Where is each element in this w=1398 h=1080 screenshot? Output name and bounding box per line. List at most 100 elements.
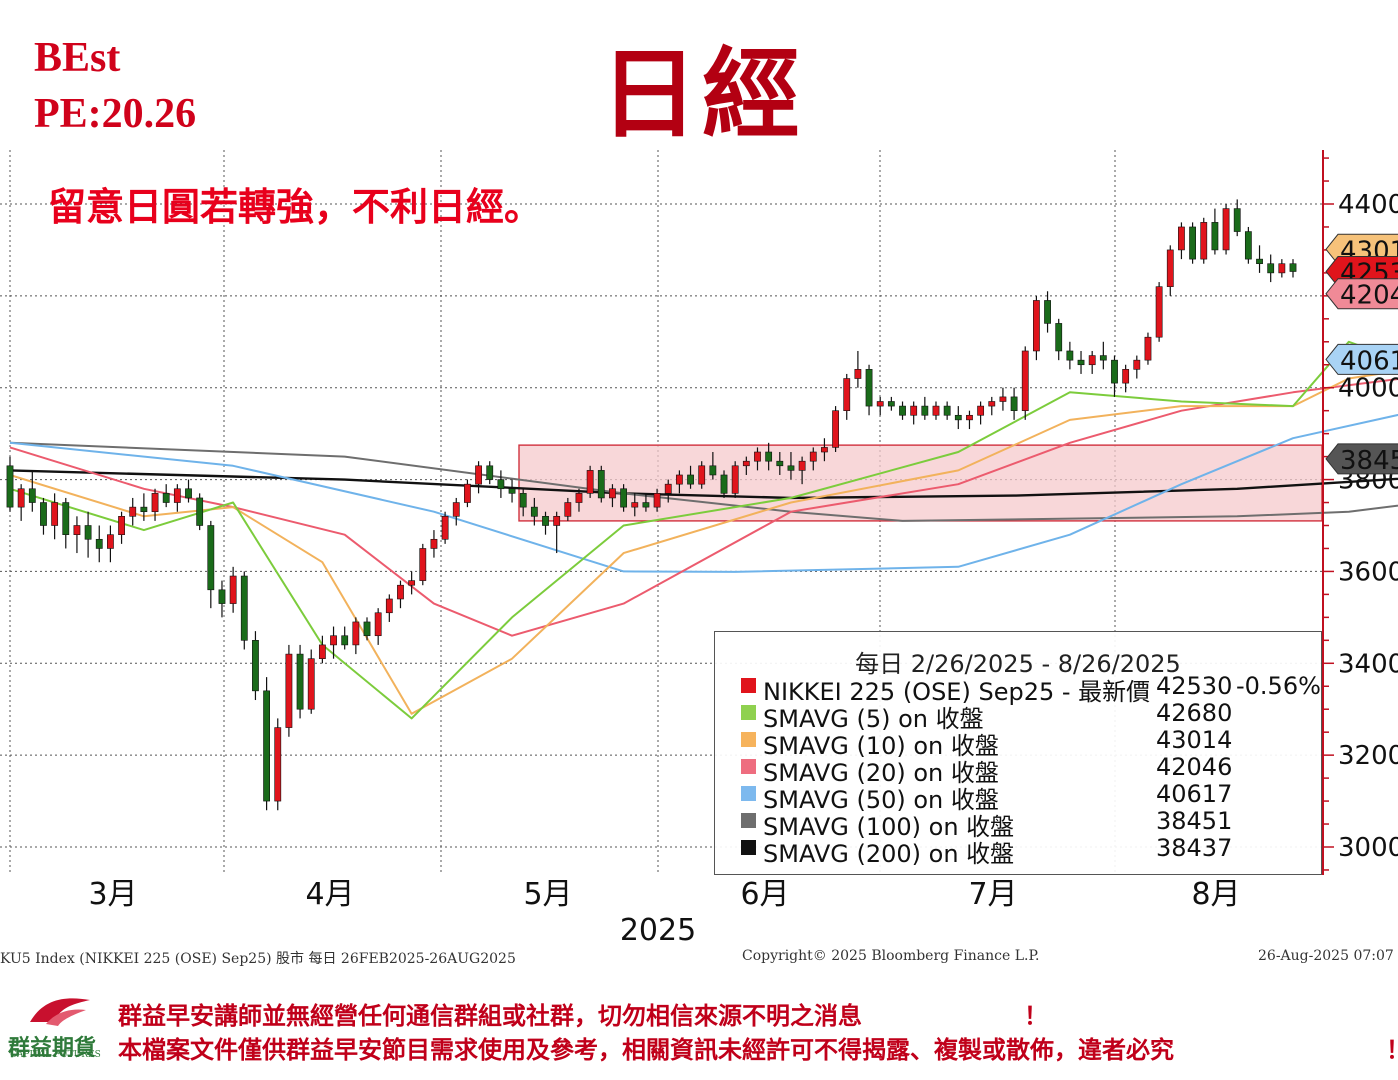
- legend-swatch: [741, 786, 756, 801]
- candle-down: [84, 525, 92, 540]
- candle-up: [318, 644, 326, 659]
- candle-down: [240, 575, 248, 641]
- candle-down: [765, 451, 773, 462]
- candle-down: [620, 488, 628, 508]
- legend-row: SMAVG (50) on 收盤 40617: [731, 780, 1311, 814]
- candle-up: [151, 493, 159, 513]
- legend-series-value: 43014: [1156, 726, 1233, 754]
- legend-row: SMAVG (20) on 收盤 42046: [731, 753, 1311, 787]
- price-tag-label: 4204: [1340, 281, 1398, 311]
- candle-up: [352, 621, 360, 646]
- legend-swatch: [741, 813, 756, 828]
- candle-down: [519, 493, 527, 508]
- candle-up: [653, 493, 661, 508]
- candle-down: [787, 465, 795, 471]
- candle-up: [1088, 355, 1096, 366]
- candle-up: [475, 465, 482, 485]
- candle-down: [1099, 355, 1107, 361]
- candle-up: [1222, 208, 1230, 251]
- candle-down: [1256, 258, 1263, 265]
- candle-down: [709, 465, 717, 476]
- legend-row: SMAVG (200) on 收盤 38437: [731, 834, 1311, 868]
- legend-series-name: SMAVG (10) on 收盤: [763, 732, 999, 760]
- y-tick-label: 36000: [1338, 557, 1398, 587]
- nikkei-chart: 4400042000400003800036000340003200030000…: [0, 150, 1398, 945]
- candle-down: [720, 474, 728, 494]
- candle-down: [341, 635, 349, 646]
- candle-down: [887, 401, 895, 407]
- candle-down: [296, 653, 304, 710]
- source-copyright: Copyright© 2025 Bloomberg Finance L.P.: [742, 948, 1040, 964]
- candle-up: [419, 548, 427, 581]
- candle-down: [62, 502, 70, 535]
- y-tick-label: 40000: [1338, 374, 1398, 404]
- candle-down: [95, 538, 103, 549]
- source-timestamp: 26-Aug-2025 07:07: [1258, 948, 1394, 964]
- legend-series-name: NIKKEI 225 (OSE) Sep25 - 最新價: [763, 678, 1151, 706]
- disclaimer-line-2: 本檔案文件僅供群益早安節目需求使用及參考，相關資訊未經許可不得揭露、複製或散佈，…: [118, 1036, 1174, 1064]
- candle-down: [40, 502, 47, 526]
- disclaimer-line-2-end: ！: [1386, 1030, 1398, 1065]
- annotation-note: 留意日圓若轉強，不利日經。: [48, 185, 543, 229]
- x-axis: 3月 4月 5月 6月 7月 8月 2025: [88, 877, 1240, 945]
- candle-up: [408, 580, 416, 586]
- price-tag-3845: [1325, 443, 1398, 475]
- candle-down: [687, 474, 694, 485]
- x-tick-label: 3月: [88, 877, 137, 912]
- legend-series-name: SMAVG (200) on 收盤: [763, 840, 1015, 868]
- candle-down: [943, 405, 951, 416]
- y-tick-label: 44000: [1338, 190, 1398, 220]
- candle-down: [1189, 226, 1196, 260]
- candle-down: [218, 589, 226, 604]
- legend-series-value: 38437: [1156, 834, 1233, 862]
- y-tick-label: 34000: [1338, 649, 1398, 679]
- candle-up: [1021, 350, 1029, 411]
- candle-up: [553, 516, 561, 526]
- candle-down: [642, 502, 650, 508]
- legend-series-value: 40617: [1156, 780, 1233, 808]
- candle-up: [809, 451, 817, 462]
- support-zone-band: [518, 444, 1323, 522]
- legend-swatch: [741, 759, 756, 774]
- candle-up: [966, 414, 973, 421]
- candle-up: [452, 502, 460, 517]
- legend-row: SMAVG (5) on 收盤 42680: [731, 699, 1311, 733]
- logo-text: 群益期貨: [8, 1035, 97, 1061]
- disclaimer-line-1: 群益早安講師並無經營任何通信群組或社群，切勿相信來源不明之消息: [118, 1002, 862, 1030]
- price-tag-4061: [1325, 343, 1398, 375]
- candle-up: [910, 405, 918, 416]
- candle-down: [1211, 222, 1219, 251]
- candle-up: [854, 369, 862, 379]
- candle-up: [285, 653, 293, 728]
- candle-down: [1244, 231, 1252, 260]
- candle-up: [385, 598, 393, 614]
- page-title: 日經: [600, 38, 805, 152]
- y-tick-label: 30000: [1338, 833, 1398, 863]
- disclaimer-line-1-end: ！: [1024, 1002, 1048, 1030]
- candle-up: [988, 401, 996, 407]
- candle-down: [1289, 263, 1297, 272]
- candle-up: [1155, 286, 1163, 338]
- candlestick-series: [6, 199, 1297, 811]
- candle-up: [698, 465, 706, 485]
- candle-up: [731, 465, 739, 494]
- legend-series-value: 42046: [1156, 753, 1233, 781]
- legend-swatch: [741, 840, 756, 855]
- candle-up: [107, 534, 114, 549]
- legend-header: 每日 2/26/2025 - 8/26/2025: [855, 650, 1181, 678]
- candle-up: [374, 612, 382, 637]
- legend-swatch: [741, 705, 756, 720]
- candle-up: [118, 516, 125, 535]
- candle-down: [140, 506, 148, 513]
- candle-down: [865, 369, 873, 407]
- price-tag-4204: [1325, 278, 1398, 310]
- candle-down: [954, 414, 962, 421]
- price-tag-label: 3845: [1340, 446, 1398, 476]
- candle-up: [609, 488, 616, 499]
- legend-swatch: [741, 678, 756, 693]
- candle-up: [876, 401, 884, 407]
- candle-down: [185, 488, 192, 499]
- candle-up: [1278, 263, 1286, 274]
- candle-up: [586, 470, 594, 494]
